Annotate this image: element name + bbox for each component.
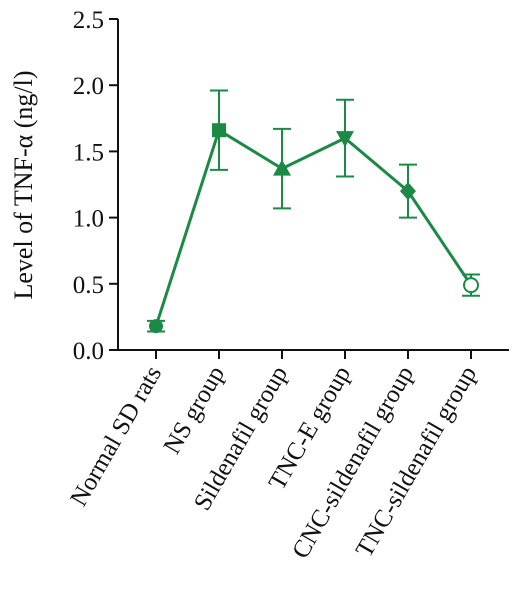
y-tick-label: 1.0 [73,206,104,233]
y-tick-label: 2.5 [73,7,104,34]
y-axis-label: Level of TNF-α (ng/l) [9,70,38,299]
error-bars [147,89,480,333]
series-polyline [154,128,473,327]
x-tick-label: Normal SD rats [65,362,167,511]
x-tick-label: TNC-sildenafil group [351,362,482,563]
data-point-marker [400,182,416,201]
data-point-marker [273,159,291,176]
markers [149,123,479,334]
y-tick-label: 2.0 [73,73,104,100]
axes [117,19,509,351]
data-point-marker [212,123,226,138]
data-point-marker [463,277,479,294]
x-tick-label: NS group [159,362,231,459]
y-tick-label: 0.5 [73,272,104,299]
y-ticks: 0.0 0.5 1.0 1.5 2.0 2.5 [73,7,118,365]
data-point-marker [336,131,354,148]
x-tick-label: CNC-sildenafil group [287,362,419,564]
y-tick-label: 1.5 [73,139,104,166]
series-line [154,128,473,327]
y-tick-label: 0.0 [73,338,104,365]
data-point-marker [149,319,163,334]
